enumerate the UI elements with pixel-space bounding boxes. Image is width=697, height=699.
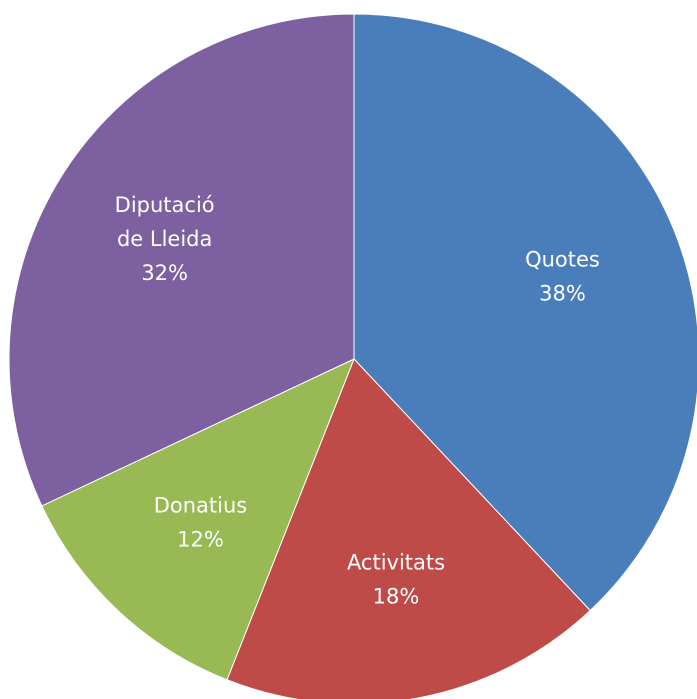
pie-slice-label-line: 38% xyxy=(539,281,586,305)
pie-slice-label-line: 12% xyxy=(177,527,224,551)
pie-slice-label-line: 18% xyxy=(373,584,420,608)
pie-slice-label-line: Diputació xyxy=(115,193,215,217)
pie-slice-label-line: Donatius xyxy=(154,493,248,517)
pie-slice-label-line: de Lleida xyxy=(117,227,212,251)
pie-slice-label-line: 32% xyxy=(141,261,188,285)
pie-slice-label-line: Quotes xyxy=(525,247,600,271)
pie-slices xyxy=(9,14,697,699)
pie-slice-label-line: Activitats xyxy=(347,550,445,574)
